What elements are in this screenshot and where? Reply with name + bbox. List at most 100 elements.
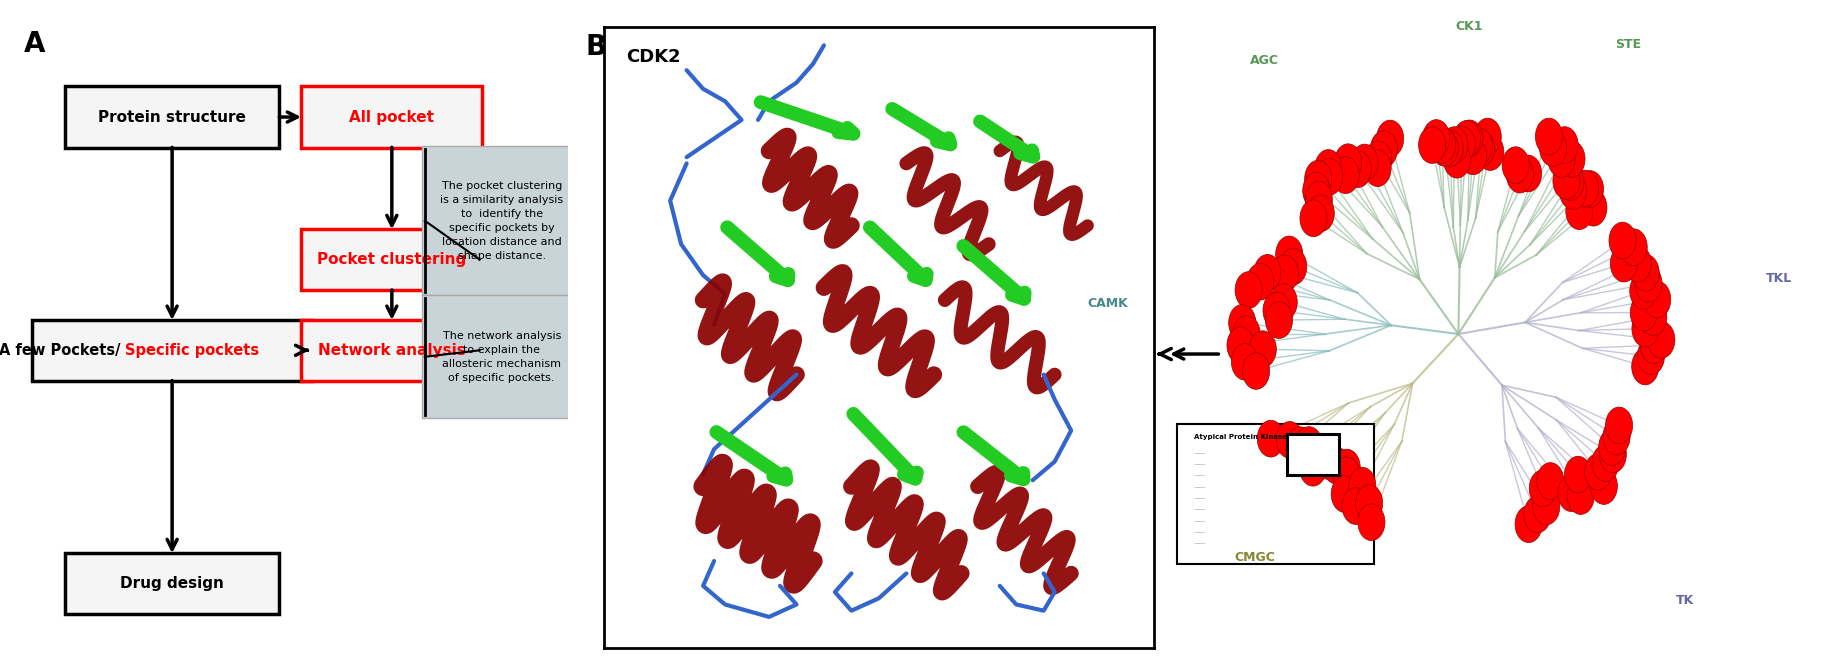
FancyBboxPatch shape: [1177, 424, 1372, 564]
Ellipse shape: [1634, 265, 1662, 302]
Ellipse shape: [1501, 147, 1528, 184]
Ellipse shape: [1235, 272, 1261, 309]
Text: STE: STE: [1614, 38, 1640, 51]
Ellipse shape: [1552, 162, 1579, 199]
Text: ——: ——: [1193, 485, 1206, 490]
FancyBboxPatch shape: [423, 295, 582, 418]
Ellipse shape: [1647, 321, 1674, 358]
Text: A few Pockets/: A few Pockets/: [0, 343, 124, 358]
Ellipse shape: [1270, 284, 1296, 321]
Ellipse shape: [1583, 454, 1610, 490]
Text: A: A: [24, 29, 46, 57]
Ellipse shape: [1314, 150, 1341, 186]
Ellipse shape: [1270, 255, 1297, 292]
Ellipse shape: [1579, 189, 1607, 226]
Ellipse shape: [1299, 450, 1325, 486]
Text: ——: ——: [1193, 508, 1206, 512]
Text: CAMK: CAMK: [1087, 297, 1127, 310]
Ellipse shape: [1539, 130, 1566, 166]
Text: CK1: CK1: [1455, 21, 1482, 33]
Ellipse shape: [1640, 299, 1665, 335]
Ellipse shape: [1243, 353, 1268, 389]
Ellipse shape: [1590, 445, 1618, 482]
Ellipse shape: [1363, 150, 1391, 186]
Text: Atypical Protein Kinases: Atypical Protein Kinases: [1193, 434, 1290, 440]
Ellipse shape: [1532, 488, 1559, 525]
Text: ——: ——: [1193, 474, 1206, 478]
Ellipse shape: [1473, 118, 1501, 155]
FancyBboxPatch shape: [300, 319, 483, 381]
Ellipse shape: [1557, 140, 1585, 177]
Ellipse shape: [1276, 236, 1301, 273]
Ellipse shape: [1601, 418, 1629, 455]
Ellipse shape: [1226, 327, 1254, 363]
Ellipse shape: [1265, 302, 1292, 339]
Ellipse shape: [1343, 151, 1371, 188]
Ellipse shape: [1341, 488, 1369, 524]
Ellipse shape: [1631, 310, 1658, 347]
Ellipse shape: [1314, 442, 1340, 479]
Ellipse shape: [1513, 155, 1541, 192]
Ellipse shape: [1466, 130, 1493, 167]
Ellipse shape: [1301, 172, 1329, 209]
Ellipse shape: [1442, 142, 1469, 178]
Ellipse shape: [1455, 120, 1482, 157]
Ellipse shape: [1605, 407, 1632, 444]
Ellipse shape: [1563, 456, 1590, 493]
Ellipse shape: [1557, 475, 1585, 512]
Ellipse shape: [1610, 245, 1636, 282]
Ellipse shape: [1369, 131, 1396, 168]
Ellipse shape: [1263, 292, 1290, 329]
Text: Specific pockets: Specific pockets: [124, 343, 260, 358]
FancyBboxPatch shape: [66, 86, 280, 148]
Ellipse shape: [1276, 422, 1303, 458]
Text: All pocket: All pocket: [350, 110, 434, 124]
Ellipse shape: [1422, 120, 1449, 156]
Ellipse shape: [1464, 128, 1491, 164]
Text: ——: ——: [1193, 530, 1206, 535]
Ellipse shape: [1528, 470, 1556, 507]
Ellipse shape: [1332, 449, 1360, 486]
Ellipse shape: [1228, 305, 1255, 341]
Ellipse shape: [1330, 157, 1358, 194]
Ellipse shape: [1431, 130, 1457, 166]
Ellipse shape: [1363, 141, 1391, 178]
Ellipse shape: [1629, 295, 1656, 331]
Ellipse shape: [1631, 255, 1658, 291]
Ellipse shape: [1590, 468, 1616, 504]
Ellipse shape: [1640, 327, 1667, 363]
Ellipse shape: [1349, 468, 1374, 504]
Ellipse shape: [1305, 181, 1332, 218]
Text: Pocket clustering: Pocket clustering: [317, 252, 467, 267]
Ellipse shape: [1307, 195, 1334, 232]
FancyBboxPatch shape: [300, 229, 483, 291]
Ellipse shape: [1351, 144, 1378, 181]
Text: ——: ——: [1193, 451, 1206, 456]
Ellipse shape: [1598, 429, 1625, 466]
Ellipse shape: [1305, 160, 1330, 197]
Ellipse shape: [1636, 338, 1663, 375]
FancyBboxPatch shape: [300, 86, 483, 148]
Text: ——: ——: [1193, 542, 1206, 546]
Text: ——: ——: [1193, 496, 1206, 501]
Text: AGC: AGC: [1248, 54, 1277, 67]
Ellipse shape: [1546, 141, 1574, 178]
Ellipse shape: [1292, 441, 1319, 478]
Text: CDK2: CDK2: [626, 49, 681, 66]
Text: Network analysis: Network analysis: [318, 343, 465, 358]
Ellipse shape: [1598, 436, 1625, 473]
Ellipse shape: [1643, 281, 1669, 318]
Ellipse shape: [1435, 130, 1462, 166]
Text: ——: ——: [1193, 519, 1206, 524]
Ellipse shape: [1513, 506, 1541, 542]
FancyBboxPatch shape: [31, 319, 311, 381]
Ellipse shape: [1448, 126, 1475, 163]
Ellipse shape: [1453, 120, 1480, 157]
Ellipse shape: [1376, 120, 1404, 157]
Ellipse shape: [1477, 134, 1502, 170]
FancyBboxPatch shape: [423, 146, 582, 295]
Ellipse shape: [1354, 485, 1382, 522]
Text: The pocket clustering
is a similarity analysis
to  identify the
specific pockets: The pocket clustering is a similarity an…: [439, 181, 564, 261]
Ellipse shape: [1506, 156, 1534, 193]
Ellipse shape: [1286, 427, 1314, 464]
